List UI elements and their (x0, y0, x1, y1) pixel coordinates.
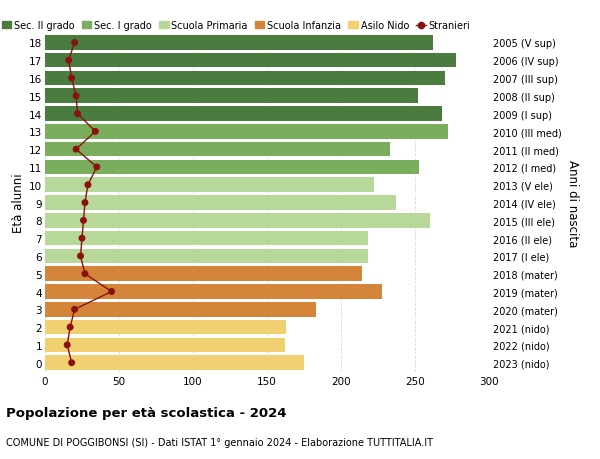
Y-axis label: Anni di nascita: Anni di nascita (566, 160, 578, 246)
Point (80, 270, 90, 278)
Bar (45, 267, 362, 281)
Bar (45, 36, 433, 50)
Point (83, 182, 93, 189)
Point (92, 164, 101, 171)
Bar (45, 302, 316, 317)
Bar (45, 143, 390, 157)
Legend: Sec. II grado, Sec. I grado, Scuola Primaria, Scuola Infanzia, Asilo Nido, Stran: Sec. II grado, Sec. I grado, Scuola Prim… (0, 17, 474, 35)
Point (70, 39, 79, 47)
Point (73, 111, 82, 118)
Bar (45, 320, 286, 335)
Point (67, 359, 76, 367)
Bar (45, 196, 396, 210)
Point (64, 57, 73, 65)
Point (65, 324, 75, 331)
Bar (45, 356, 304, 370)
Bar (45, 72, 445, 86)
Bar (45, 231, 368, 246)
Point (77, 235, 87, 242)
Point (80, 199, 90, 207)
Point (79, 217, 88, 224)
Text: Popolazione per età scolastica - 2024: Popolazione per età scolastica - 2024 (6, 406, 287, 419)
Point (70, 306, 79, 313)
Bar (45, 285, 382, 299)
Point (107, 288, 116, 296)
Point (62, 341, 72, 349)
Bar (45, 54, 457, 68)
Bar (45, 160, 419, 175)
Bar (45, 249, 368, 263)
Bar (45, 125, 448, 140)
Point (71, 146, 81, 153)
Point (67, 75, 76, 83)
Bar (45, 213, 430, 228)
Bar (45, 107, 442, 122)
Bar (45, 90, 418, 104)
Point (91, 129, 100, 136)
Bar (45, 178, 374, 193)
Point (76, 253, 85, 260)
Point (71, 93, 81, 100)
Y-axis label: Età alunni: Età alunni (12, 174, 25, 233)
Text: COMUNE DI POGGIBONSI (SI) - Dati ISTAT 1° gennaio 2024 - Elaborazione TUTTITALIA: COMUNE DI POGGIBONSI (SI) - Dati ISTAT 1… (6, 437, 433, 447)
Bar (45, 338, 285, 353)
